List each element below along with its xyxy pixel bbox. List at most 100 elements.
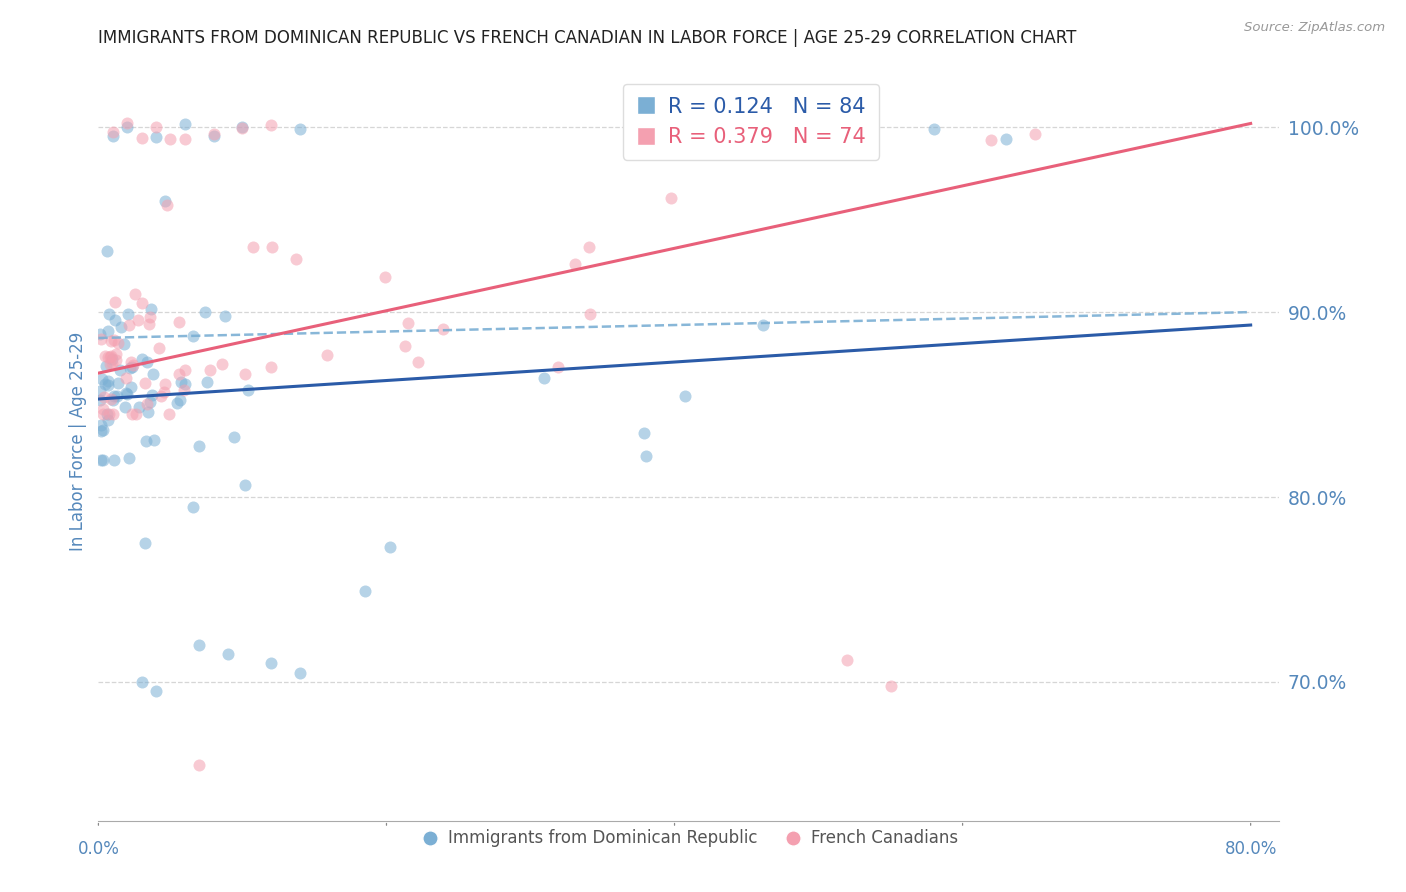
Point (288, 665, 311, 680)
Point (101, 128, 124, 143)
Point (118, 318, 141, 333)
Point (90, 332, 112, 346)
Point (194, 305, 217, 319)
Point (197, 375, 219, 389)
Point (124, 287, 146, 301)
Point (173, 377, 195, 392)
Point (316, 348, 339, 362)
Text: 0.0%: 0.0% (77, 839, 120, 857)
Point (211, 357, 233, 371)
Point (93, 350, 115, 364)
Point (115, 120, 138, 134)
Point (120, 379, 142, 393)
Point (145, 684, 167, 698)
Point (994, 132, 1017, 146)
Text: 80.0%: 80.0% (1225, 839, 1277, 857)
Point (127, 313, 149, 327)
Point (134, 536, 156, 550)
Point (98, 407, 121, 421)
Point (153, 194, 176, 208)
Point (659, 191, 682, 205)
Point (104, 313, 127, 327)
Point (432, 322, 454, 336)
Point (238, 383, 260, 397)
Point (233, 477, 256, 491)
Point (131, 296, 153, 310)
Point (103, 453, 125, 467)
Point (173, 132, 195, 146)
Point (879, 679, 901, 693)
Point (131, 675, 153, 690)
Point (183, 500, 205, 514)
Point (169, 315, 191, 329)
Point (231, 121, 253, 136)
Point (673, 389, 696, 403)
Point (141, 387, 163, 401)
Point (156, 198, 179, 212)
Point (188, 758, 211, 772)
Point (578, 307, 600, 321)
Point (141, 367, 163, 381)
Point (97, 378, 120, 392)
Point (91, 401, 114, 416)
Point (115, 386, 138, 401)
Point (93, 377, 115, 392)
Point (100, 357, 122, 371)
Point (394, 339, 416, 353)
Point (578, 240, 600, 254)
Point (233, 367, 256, 381)
Point (136, 355, 159, 369)
Point (107, 376, 129, 391)
Point (980, 133, 1002, 147)
Point (406, 355, 429, 369)
Point (169, 368, 191, 382)
Point (260, 360, 283, 375)
Point (242, 240, 264, 254)
Point (103, 333, 125, 347)
Point (100, 392, 122, 406)
Point (214, 309, 236, 323)
Point (260, 118, 283, 132)
Point (143, 433, 166, 447)
Point (200, 363, 222, 377)
Point (633, 425, 655, 440)
Point (139, 394, 162, 409)
Point (157, 407, 180, 421)
Point (128, 401, 150, 415)
Point (91, 407, 114, 421)
Point (135, 397, 157, 411)
Point (138, 317, 160, 331)
Point (89, 327, 111, 342)
Point (260, 657, 283, 671)
Point (148, 341, 170, 355)
Point (1024, 127, 1046, 141)
Point (187, 439, 209, 453)
Text: IMMIGRANTS FROM DOMINICAN REPUBLIC VS FRENCH CANADIAN IN LABOR FORCE | AGE 25-29: IMMIGRANTS FROM DOMINICAN REPUBLIC VS FR… (98, 29, 1077, 47)
Point (231, 120, 253, 134)
Point (97, 351, 120, 365)
Text: Source: ZipAtlas.com: Source: ZipAtlas.com (1244, 21, 1385, 35)
Point (533, 371, 555, 385)
Point (202, 127, 225, 141)
Point (122, 358, 145, 372)
Legend: Immigrants from Dominican Republic, French Canadians: Immigrants from Dominican Republic, Fren… (413, 822, 965, 854)
Point (181, 328, 204, 343)
Point (170, 375, 193, 389)
Point (564, 257, 586, 271)
Y-axis label: In Labor Force | Age 25-29: In Labor Force | Age 25-29 (69, 332, 87, 551)
Point (94, 359, 117, 373)
Point (91, 453, 114, 467)
Point (90, 417, 112, 432)
Point (107, 335, 129, 350)
Point (105, 389, 128, 403)
Point (752, 318, 775, 332)
Point (91, 372, 114, 386)
Point (396, 317, 419, 331)
Point (97, 375, 120, 389)
Point (98, 306, 121, 320)
Point (110, 319, 132, 334)
Point (131, 130, 153, 145)
Point (141, 302, 163, 317)
Point (103, 392, 125, 407)
Point (104, 347, 127, 361)
